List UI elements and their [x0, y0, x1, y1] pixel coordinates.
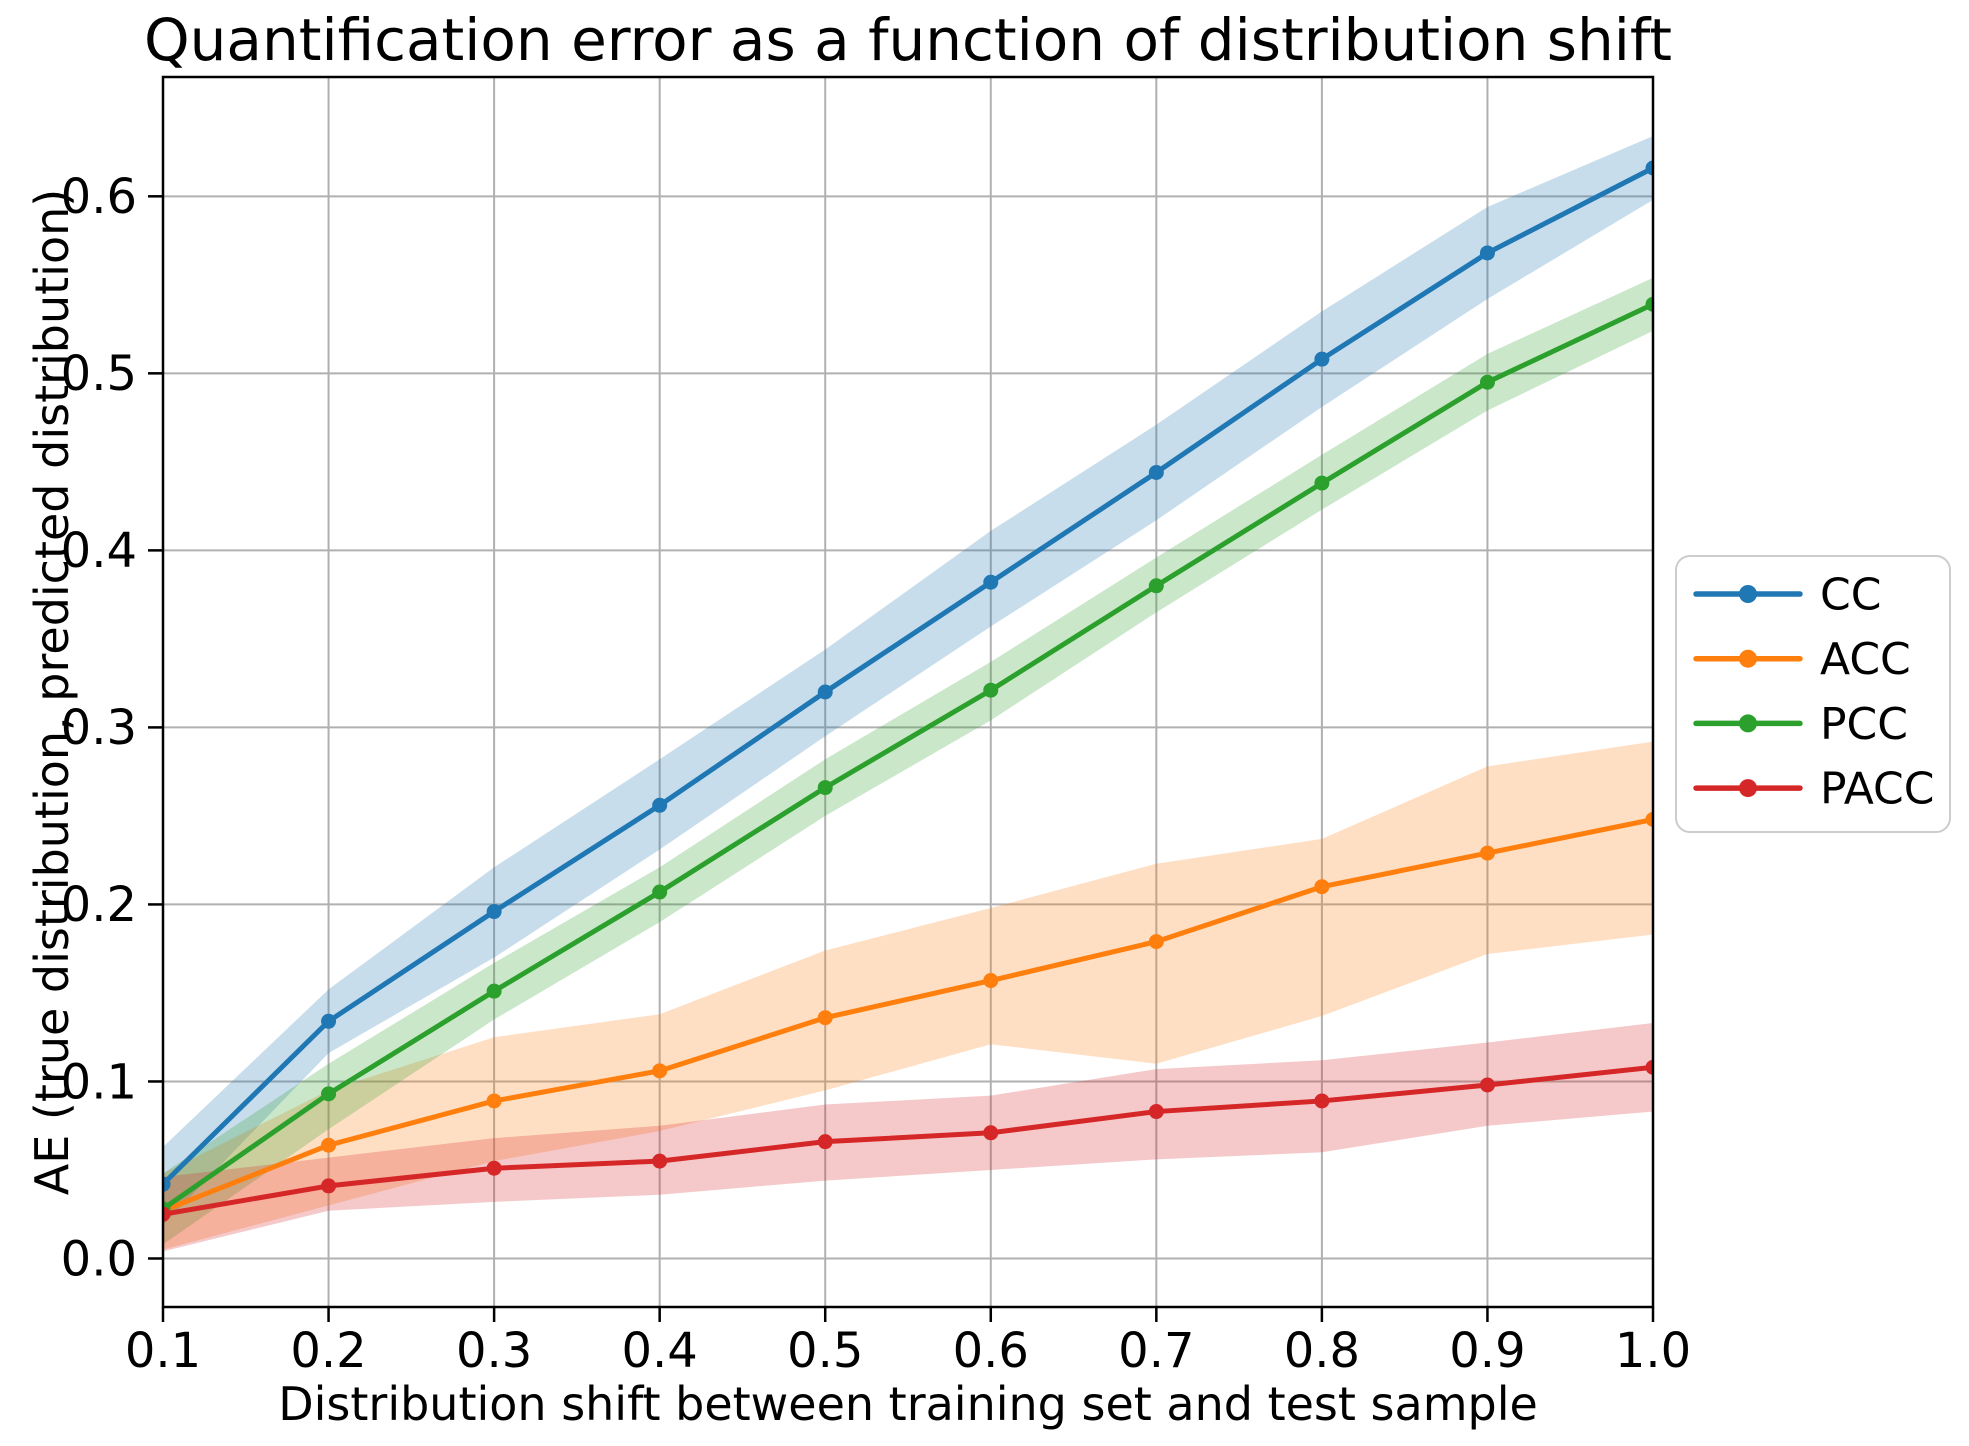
marker-acc-0.5 — [817, 1010, 833, 1026]
legend-entry-acc: ACC — [1693, 634, 1911, 685]
marker-pacc-0.6 — [983, 1125, 999, 1141]
series-lines — [163, 160, 1653, 1222]
marker-pacc-0.1 — [163, 1206, 171, 1222]
confidence-bands — [163, 136, 1653, 1252]
legend-entry-pacc: PACC — [1693, 764, 1935, 815]
marker-cc-0.8 — [1314, 351, 1330, 367]
legend-box — [1675, 555, 1951, 833]
marker-cc-0.5 — [817, 684, 833, 700]
marker-pcc-0.4 — [652, 884, 668, 900]
marker-pcc-0.7 — [1148, 578, 1164, 594]
y-tick-label-0.6: 0.6 — [61, 169, 137, 225]
legend-marker-pacc — [1739, 779, 1757, 798]
marker-acc-0.4 — [652, 1063, 668, 1079]
marker-pacc-0.2 — [321, 1178, 337, 1194]
line-cc — [163, 165, 1653, 1187]
x-tick-label-0.3: 0.3 — [456, 1323, 532, 1379]
marker-pacc-0.3 — [486, 1160, 502, 1176]
plot-border — [161, 75, 1655, 1309]
marker-pacc-0.4 — [652, 1153, 668, 1169]
legend-entry-pcc: PCC — [1693, 699, 1908, 750]
marker-acc-1.0 — [1645, 811, 1653, 827]
y-axis-label: AE (true distribution, predicted distrib… — [25, 189, 79, 1195]
y-tick-label-0.1: 0.1 — [61, 1054, 137, 1110]
marker-pcc-1.0 — [1645, 296, 1653, 312]
marker-pacc-1.0 — [1645, 1059, 1653, 1075]
legend-marker-acc — [1739, 649, 1757, 668]
legend-label-pcc: PCC — [1820, 699, 1908, 750]
band-cc — [163, 136, 1653, 1225]
marker-cc-0.7 — [1148, 464, 1164, 480]
marker-acc-0.3 — [486, 1093, 502, 1109]
y-tick-label-0.3: 0.3 — [61, 700, 137, 756]
marker-acc-0.6 — [983, 973, 999, 989]
marker-cc-1.0 — [1645, 160, 1653, 176]
y-tick-label-0.5: 0.5 — [61, 346, 137, 402]
y-tick-label-0.0: 0.0 — [61, 1231, 137, 1287]
marker-pcc-0.5 — [817, 780, 833, 796]
line-pcc — [163, 301, 1653, 1212]
marker-pacc-0.5 — [817, 1134, 833, 1150]
legend-label-cc: CC — [1820, 569, 1881, 620]
x-tick-label-0.6: 0.6 — [953, 1323, 1029, 1379]
legend-label-pacc: PACC — [1820, 764, 1935, 815]
line-acc — [163, 816, 1653, 1214]
marker-cc-0.6 — [983, 574, 999, 590]
legend: CC ACC PCC PACC — [1675, 555, 1951, 833]
line-pacc — [163, 1064, 1653, 1217]
marker-acc-0.7 — [1148, 934, 1164, 950]
marker-pacc-0.7 — [1148, 1104, 1164, 1120]
x-tick-label-0.8: 0.8 — [1284, 1323, 1360, 1379]
band-pcc — [163, 277, 1653, 1245]
legend-marker-pcc — [1739, 714, 1757, 733]
marker-acc-0.9 — [1479, 845, 1495, 861]
marker-pacc-0.9 — [1479, 1077, 1495, 1093]
marker-cc-0.1 — [163, 1176, 171, 1192]
marker-acc-0.2 — [321, 1137, 337, 1153]
marker-pacc-0.8 — [1314, 1093, 1330, 1109]
band-acc — [163, 741, 1653, 1250]
marker-cc-0.9 — [1479, 245, 1495, 261]
x-tick-label-0.9: 0.9 — [1449, 1323, 1525, 1379]
marker-pcc-0.3 — [486, 983, 502, 999]
legend-label-acc: ACC — [1820, 634, 1911, 685]
y-tick-label-0.2: 0.2 — [61, 877, 137, 933]
x-tick-label-0.7: 0.7 — [1118, 1323, 1194, 1379]
x-tick-label-0.5: 0.5 — [787, 1323, 863, 1379]
legend-marker-cc — [1739, 585, 1757, 603]
x-tick-label-0.1: 0.1 — [125, 1323, 201, 1379]
x-tick-label-0.2: 0.2 — [290, 1323, 366, 1379]
chart-title: Quantification error as a function of di… — [144, 6, 1672, 74]
marker-cc-0.2 — [321, 1013, 337, 1029]
marker-cc-0.3 — [486, 904, 502, 920]
axis-ticks: 0.1 0.2 0.3 0.4 0.5 0.6 0.7 0.8 0.9 1.0 0.0 0.1 0.2 0… — [61, 169, 1692, 1379]
x-tick-label-1.0: 1.0 — [1615, 1323, 1691, 1379]
marker-pcc-0.8 — [1314, 475, 1330, 491]
marker-pcc-0.9 — [1479, 374, 1495, 390]
marker-acc-0.8 — [1314, 879, 1330, 895]
marker-pcc-0.6 — [983, 682, 999, 698]
y-tick-label-0.4: 0.4 — [61, 523, 137, 579]
x-tick-label-0.4: 0.4 — [621, 1323, 697, 1379]
marker-pcc-0.2 — [321, 1086, 337, 1102]
marker-cc-0.4 — [652, 797, 668, 813]
legend-entry-cc: CC — [1693, 569, 1881, 620]
x-axis-label: Distribution shift between training set … — [278, 1377, 1538, 1431]
